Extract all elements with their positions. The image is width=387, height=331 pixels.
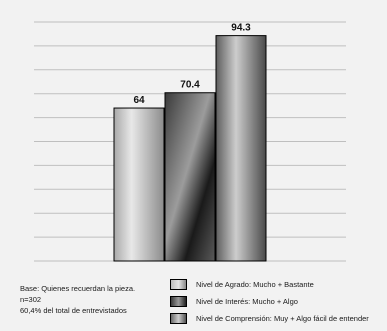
base-note: Base: Quienes recuerdan la pieza. n=302 …: [20, 283, 135, 316]
legend-swatch-comprension: [170, 313, 187, 324]
legend-item-comprension: Nivel de Comprensión: Muy + Algo fácil d…: [170, 310, 369, 327]
legend-swatch-interes: [170, 296, 187, 307]
legend-swatch-agrado: [170, 279, 187, 290]
legend-label-agrado: Nivel de Agrado: Mucho + Bastante: [196, 280, 314, 289]
bar-agrado: [113, 107, 165, 262]
data-label-agrado: 64: [133, 95, 145, 106]
data-label-interes: 70.4: [180, 80, 200, 91]
legend-item-agrado: Nivel de Agrado: Mucho + Bastante: [170, 276, 369, 293]
legend: Nivel de Agrado: Mucho + Bastante Nivel …: [170, 276, 369, 327]
data-label-comprension: 94.3: [231, 23, 251, 34]
legend-label-interes: Nivel de Interés: Mucho + Algo: [196, 297, 298, 306]
bar-comprension: [215, 35, 267, 262]
base-note-line-2: n=302: [20, 295, 42, 304]
data-labels: 64 70.4 94.3: [133, 23, 251, 106]
legend-item-interes: Nivel de Interés: Mucho + Algo: [170, 293, 369, 310]
bars: [113, 35, 267, 262]
bar-interes: [164, 92, 216, 262]
legend-label-comprension: Nivel de Comprensión: Muy + Algo fácil d…: [196, 314, 369, 323]
base-note-line-1: Base: Quienes recuerdan la pieza.: [20, 284, 136, 293]
base-note-line-3: 60,4% del total de entrevistados: [20, 306, 127, 315]
